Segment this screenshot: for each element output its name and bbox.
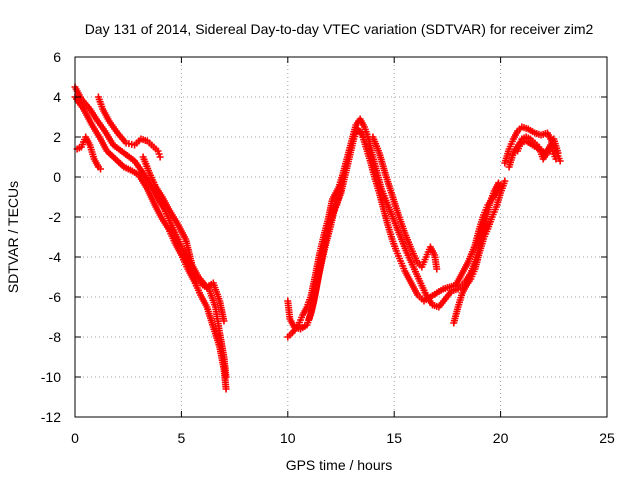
series-track-7 [284, 115, 502, 341]
data-point [433, 265, 441, 273]
data-point [552, 155, 560, 163]
series-track-8 [305, 125, 505, 323]
chart-title: Day 131 of 2014, Sidereal Day-to-day VTE… [85, 21, 594, 37]
series-track-13 [514, 133, 560, 163]
y-tick-label: 4 [53, 89, 61, 105]
data-point [556, 157, 564, 165]
grid-lines [75, 57, 607, 417]
y-tick-label: -6 [49, 289, 62, 305]
series-track-9 [369, 133, 441, 273]
y-tick-label: -4 [49, 249, 62, 265]
y-tick-label: -8 [49, 329, 62, 345]
y-tick-label: 0 [53, 169, 61, 185]
data-point [97, 165, 105, 173]
plot-frame [74, 56, 608, 418]
data-point [554, 149, 562, 157]
data-point [501, 177, 509, 185]
series-track-2 [71, 93, 230, 393]
x-tick-label: 20 [493, 430, 509, 446]
series-track-5 [139, 153, 228, 325]
y-tick-label: 6 [53, 49, 61, 65]
y-tick-label: -10 [41, 369, 61, 385]
y-tick-label: -12 [41, 409, 61, 425]
y-tick-label: 2 [53, 129, 61, 145]
series-track-10 [450, 177, 509, 327]
x-tick-label: 25 [599, 430, 615, 446]
x-tick-label: 0 [71, 430, 79, 446]
data-points [71, 83, 564, 393]
x-axis-label: GPS time / hours [286, 457, 393, 473]
series-track-4 [94, 93, 164, 161]
y-tick-label: -2 [49, 209, 62, 225]
data-point [156, 153, 164, 161]
series-track-3 [73, 133, 105, 173]
y-axis-label: SDTVAR / TECUs [5, 181, 21, 293]
x-tick-label: 10 [280, 430, 296, 446]
x-tick-label: 5 [178, 430, 186, 446]
x-tick-label: 15 [386, 430, 402, 446]
data-point [220, 317, 228, 325]
data-point [222, 385, 230, 393]
